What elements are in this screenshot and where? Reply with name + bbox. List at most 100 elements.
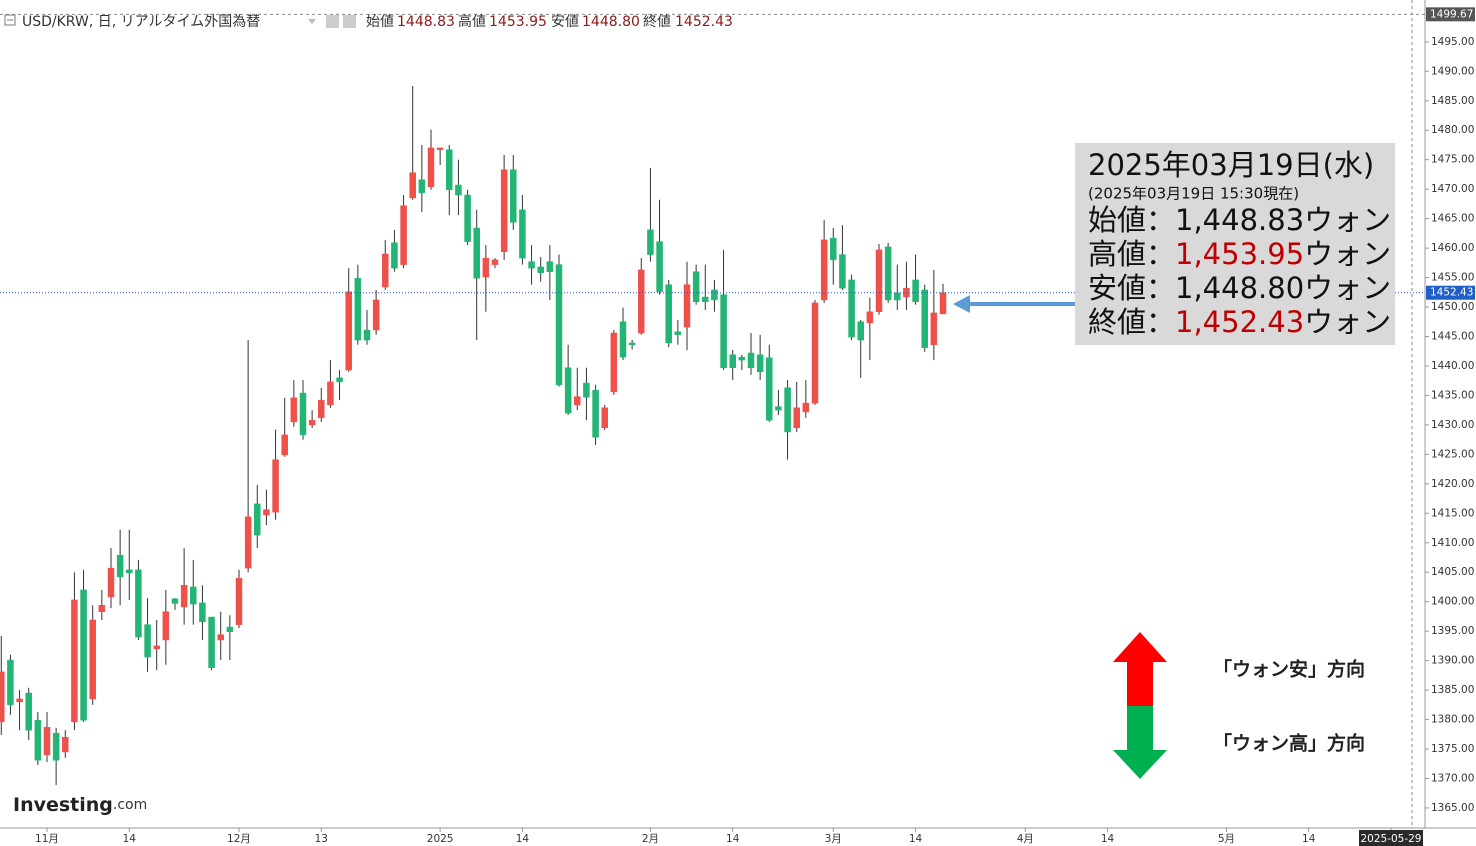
y-tick-label: 1465.00 bbox=[1431, 213, 1474, 225]
info-value: 1,452.43 bbox=[1175, 305, 1304, 339]
candle-body bbox=[912, 279, 919, 302]
candle-body bbox=[436, 147, 444, 150]
candle-body bbox=[766, 357, 773, 421]
y-tick-label: 1370.00 bbox=[1431, 772, 1474, 784]
x-tick-label: 11月 bbox=[35, 833, 59, 845]
candle-body bbox=[62, 736, 69, 753]
candle-body bbox=[464, 194, 471, 242]
candle-body bbox=[217, 634, 224, 641]
info-unit: ウォン bbox=[1304, 271, 1391, 305]
info-unit: ウォン bbox=[1304, 203, 1391, 237]
candle-body bbox=[491, 259, 499, 265]
candle-body bbox=[180, 584, 188, 608]
last-price-label: 1452.43 bbox=[1430, 287, 1473, 299]
header-ohlc-value: 1452.43 bbox=[675, 14, 733, 30]
collapse-icon[interactable] bbox=[4, 14, 16, 26]
header-ohlc-value: 1453.95 bbox=[489, 14, 547, 30]
candle-body bbox=[107, 567, 115, 598]
candle-body bbox=[711, 289, 718, 301]
annotation-up: 「ウォン安」方向 bbox=[1213, 658, 1365, 681]
candle-body bbox=[656, 241, 663, 292]
y-tick-label: 1395.00 bbox=[1431, 625, 1474, 637]
info-unit: ウォン bbox=[1304, 237, 1391, 271]
candle-body bbox=[546, 261, 554, 272]
candle-body bbox=[894, 292, 901, 301]
candle-body bbox=[98, 604, 106, 612]
candle-body bbox=[628, 342, 636, 346]
candle-body bbox=[793, 407, 800, 429]
y-tick-label: 1420.00 bbox=[1431, 478, 1474, 490]
top-marker-label: 1499.67 bbox=[1430, 8, 1473, 20]
y-tick-label: 1405.00 bbox=[1431, 566, 1474, 578]
info-label: 始値： bbox=[1088, 203, 1175, 237]
candle-body bbox=[382, 253, 389, 288]
x-tick-label: 2025 bbox=[427, 833, 454, 845]
candle-body bbox=[409, 172, 416, 199]
candle-body bbox=[729, 354, 736, 368]
y-tick-label: 1460.00 bbox=[1431, 242, 1474, 254]
x-tick-label: 13 bbox=[315, 833, 328, 845]
logo: Investing.com bbox=[13, 794, 147, 816]
settings-icon[interactable] bbox=[343, 15, 356, 28]
candle-body bbox=[610, 332, 618, 393]
x-tick-label: 12月 bbox=[227, 833, 251, 845]
candle-body bbox=[537, 266, 544, 274]
candle-body bbox=[446, 149, 453, 191]
candle-body bbox=[16, 698, 23, 703]
x-highlight-box bbox=[1358, 830, 1423, 846]
info-value: 1,448.80 bbox=[1175, 271, 1304, 305]
y-tick-label: 1415.00 bbox=[1431, 507, 1474, 519]
annotation-down: 「ウォン高」方向 bbox=[1213, 732, 1365, 755]
dropdown-icon[interactable] bbox=[308, 19, 316, 24]
candle-body bbox=[318, 399, 325, 419]
x-tick-label: 14 bbox=[1101, 833, 1115, 845]
plot-area bbox=[0, 13, 1425, 785]
y-tick-label: 1485.00 bbox=[1431, 95, 1474, 107]
header-ohlc: 始値 1448.83 高値 1453.95 安値 1448.80 終値 1452.43 bbox=[366, 13, 733, 30]
candle-body bbox=[784, 387, 791, 433]
x-tick-label: 14 bbox=[516, 833, 530, 845]
y-tick-label: 1480.00 bbox=[1431, 124, 1474, 136]
candle-body bbox=[190, 586, 197, 605]
info-date: 2025年03月19日(水) bbox=[1088, 148, 1374, 182]
candle-body bbox=[327, 381, 334, 406]
logo-suffix: .com bbox=[113, 797, 147, 813]
candle-body bbox=[482, 257, 490, 278]
candle-body bbox=[244, 516, 252, 569]
x-tick-label: 14 bbox=[726, 833, 740, 845]
candle-body bbox=[574, 396, 581, 406]
candle-body bbox=[235, 577, 243, 625]
candle-body bbox=[0, 671, 5, 723]
info-as-of: (2025年03月19日 15:30現在) bbox=[1088, 185, 1299, 203]
candle-body bbox=[226, 626, 234, 633]
y-tick-label: 1455.00 bbox=[1431, 272, 1474, 284]
y-tick-label: 1470.00 bbox=[1431, 183, 1474, 195]
candle-body bbox=[702, 296, 709, 302]
candle-body bbox=[473, 227, 480, 279]
info-line: 終値：1,452.43ウォン bbox=[1088, 305, 1391, 339]
candle-body bbox=[43, 726, 51, 756]
candle-body bbox=[455, 184, 462, 196]
settings-icon[interactable] bbox=[326, 15, 339, 28]
info-value: 1,453.95 bbox=[1175, 237, 1304, 271]
candle-body bbox=[875, 249, 883, 313]
candle-body bbox=[272, 459, 279, 513]
header-ohlc-value: 1448.83 bbox=[397, 14, 455, 30]
info-lines: 始値：1,448.83ウォン高値：1,453.95ウォン安値：1,448.80ウ… bbox=[1088, 203, 1391, 339]
header-ohlc-value: 1448.80 bbox=[582, 14, 640, 30]
header-ohlc-label: 高値 bbox=[458, 13, 486, 30]
info-label: 終値： bbox=[1088, 305, 1175, 339]
candle-body bbox=[738, 356, 746, 361]
info-unit: ウォン bbox=[1304, 305, 1391, 339]
top-marker-box bbox=[1426, 7, 1475, 22]
candle-body bbox=[820, 239, 828, 301]
candle-body bbox=[354, 277, 362, 341]
candle-body bbox=[336, 377, 343, 383]
y-tick-label: 1425.00 bbox=[1431, 448, 1474, 460]
y-tick-label: 1375.00 bbox=[1431, 743, 1474, 755]
y-tick-label: 1400.00 bbox=[1431, 596, 1474, 608]
candle-body bbox=[665, 284, 672, 344]
y-tick-label: 1445.00 bbox=[1431, 331, 1474, 343]
down-arrow bbox=[1113, 706, 1167, 779]
